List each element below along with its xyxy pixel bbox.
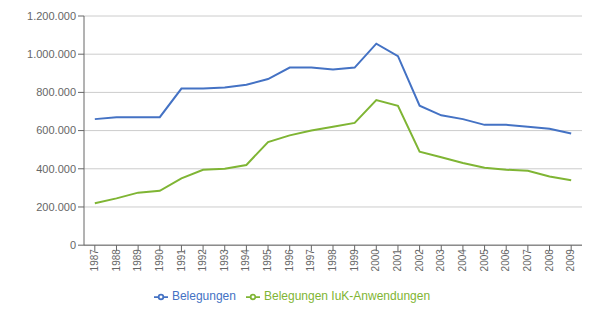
svg-text:200.000: 200.000	[36, 201, 76, 213]
svg-text:1997: 1997	[305, 249, 316, 272]
svg-text:1999: 1999	[349, 249, 360, 272]
svg-text:2007: 2007	[522, 249, 533, 272]
svg-text:600.000: 600.000	[36, 124, 76, 136]
svg-text:1990: 1990	[154, 249, 165, 272]
svg-text:400.000: 400.000	[36, 163, 76, 175]
svg-text:1988: 1988	[111, 249, 122, 272]
svg-text:1998: 1998	[327, 249, 338, 272]
svg-text:1.000.000: 1.000.000	[27, 48, 76, 60]
svg-text:2000: 2000	[370, 249, 381, 272]
svg-text:0: 0	[70, 239, 76, 251]
svg-text:1.200.000: 1.200.000	[27, 10, 76, 22]
svg-text:1991: 1991	[176, 249, 187, 272]
svg-text:1989: 1989	[132, 249, 143, 272]
svg-text:2008: 2008	[544, 249, 555, 272]
svg-text:2005: 2005	[479, 249, 490, 272]
svg-text:800.000: 800.000	[36, 86, 76, 98]
svg-text:2001: 2001	[392, 249, 403, 272]
svg-text:2003: 2003	[435, 249, 446, 272]
svg-text:2004: 2004	[457, 249, 468, 272]
svg-text:1992: 1992	[197, 249, 208, 272]
svg-text:1995: 1995	[262, 249, 273, 272]
svg-text:2009: 2009	[565, 249, 576, 272]
svg-text:1996: 1996	[284, 249, 295, 272]
svg-text:2006: 2006	[500, 249, 511, 272]
html-text:Belegungen IuK-Anwendungen: Belegungen IuK-Anwendungen	[264, 289, 431, 304]
svg-text:2002: 2002	[414, 249, 425, 272]
html-text:Belegungen: Belegungen	[171, 289, 236, 304]
svg-text:1993: 1993	[219, 249, 230, 272]
svg-text:1994: 1994	[240, 249, 251, 272]
svg-text:1987: 1987	[89, 249, 100, 272]
